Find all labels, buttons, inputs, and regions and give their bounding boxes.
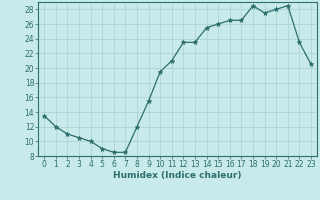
- X-axis label: Humidex (Indice chaleur): Humidex (Indice chaleur): [113, 171, 242, 180]
